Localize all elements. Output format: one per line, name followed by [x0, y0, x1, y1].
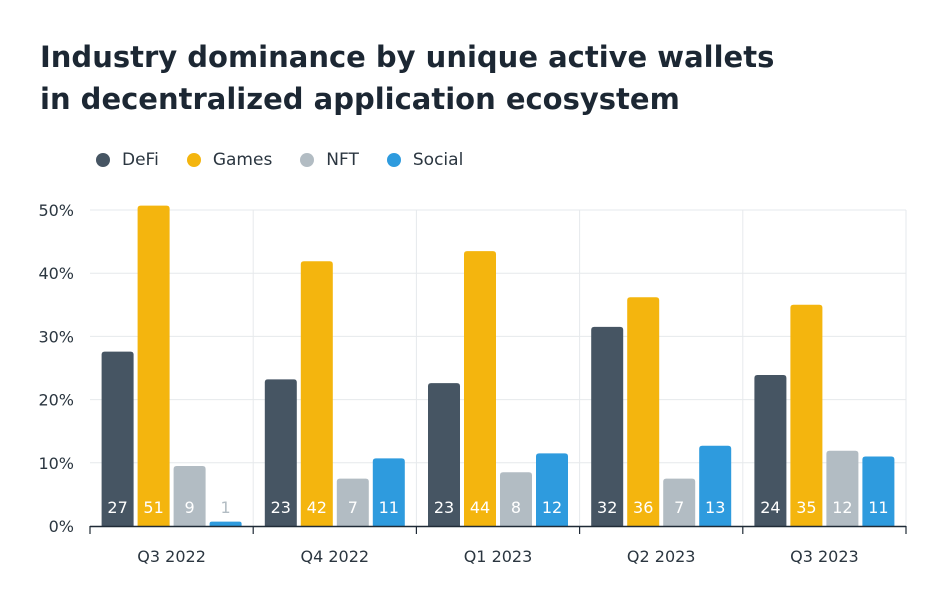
y-tick-label: 50%: [38, 201, 74, 220]
bar-social-q2-2023: [699, 445, 732, 526]
legend-swatch-defi: [96, 153, 110, 167]
bar-social-q3-2022: [209, 521, 242, 526]
bar-value-label: 35: [796, 498, 816, 517]
bar-games-q4-2022: [300, 261, 333, 526]
bar-defi-q3-2023: [754, 374, 787, 526]
y-axis-tick-labels: 0% 10% 20% 30% 40% 50%: [38, 201, 74, 536]
bar-value-label: 36: [633, 498, 653, 517]
bar-value-label: 8: [511, 498, 521, 517]
bar-social-q3-2023: [862, 456, 895, 526]
bar-defi-q1-2023: [428, 383, 460, 526]
chart-title: Industry dominance by unique active wall…: [40, 36, 900, 120]
legend-item-social: Social: [386, 150, 464, 170]
bar-value-label: 9: [185, 498, 195, 517]
bar-value-label: 27: [107, 498, 127, 517]
bar-value-label: 42: [307, 498, 327, 517]
bar-social-q4-2022: [372, 458, 405, 526]
legend-item-defi: DeFi: [96, 150, 159, 170]
chart-title-line-1: Industry dominance by unique active wall…: [40, 40, 775, 74]
bar-value-label: 12: [542, 498, 562, 517]
legend-swatch-games: [186, 153, 201, 167]
bar-nft-q3-2022: [173, 465, 206, 526]
chart-title-line-2: in decentralized application ecosystem: [40, 82, 680, 116]
bar-value-label: 7: [348, 498, 358, 517]
x-tick-label: Q1 2023: [464, 547, 533, 566]
bar-nft-q2-2023: [663, 478, 696, 526]
bar-social-q1-2023: [536, 453, 568, 526]
legend-swatch-social: [386, 153, 401, 167]
bar-defi-q3-2022: [101, 351, 134, 526]
y-tick-label: 0%: [49, 517, 74, 536]
bar-value-label: 11: [868, 498, 888, 517]
bar-value-label: 12: [832, 498, 852, 517]
legend-label-defi: DeFi: [122, 150, 159, 170]
legend-item-games: Games: [186, 150, 273, 170]
bars: 27 51 9 1 23 42 7 11 23 44 8 12 32 36 7 13 24 35 12 11: [101, 205, 895, 527]
legend-label-games: Games: [212, 150, 273, 170]
bar-value-label: 23: [434, 498, 454, 517]
chart-legend: DeFi Games NFT Social: [96, 150, 463, 170]
legend-swatch-nft: [300, 153, 315, 167]
y-tick-label: 30%: [38, 327, 74, 346]
bar-games-q2-2023: [627, 297, 660, 526]
legend-label-nft: NFT: [326, 150, 359, 170]
x-tick-label: Q4 2022: [301, 547, 370, 566]
legend-item-nft: NFT: [300, 150, 359, 170]
legend-label-social: Social: [412, 150, 464, 170]
bar-value-label: 1: [221, 498, 231, 517]
bar-games-q3-2022: [137, 205, 170, 527]
bar-games-q3-2023: [790, 304, 823, 526]
bar-defi-q4-2022: [264, 379, 297, 526]
bar-value-label: 44: [470, 498, 490, 517]
x-tick-label: Q3 2022: [137, 547, 206, 566]
y-tick-label: 10%: [38, 454, 74, 473]
bar-value-label: 24: [760, 498, 780, 517]
x-tick-label: Q2 2023: [627, 547, 696, 566]
x-tick-label: Q3 2023: [790, 547, 859, 566]
y-tick-label: 40%: [38, 264, 74, 283]
bar-defi-q2-2023: [591, 326, 624, 526]
bar-value-label: 13: [705, 498, 725, 517]
bar-value-label: 23: [271, 498, 291, 517]
x-axis: Q3 2022 Q4 2022 Q1 2023 Q2 2023 Q3 2023: [89, 525, 907, 566]
bar-value-label: 11: [379, 498, 399, 517]
bar-games-q1-2023: [464, 251, 496, 526]
bar-value-label: 32: [597, 498, 617, 517]
bar-nft-q1-2023: [500, 472, 532, 526]
bar-nft-q3-2023: [826, 450, 859, 526]
y-tick-label: 20%: [38, 391, 74, 410]
bar-value-label: 51: [143, 498, 163, 517]
bar-nft-q4-2022: [336, 478, 369, 526]
bar-value-label: 7: [674, 498, 684, 517]
